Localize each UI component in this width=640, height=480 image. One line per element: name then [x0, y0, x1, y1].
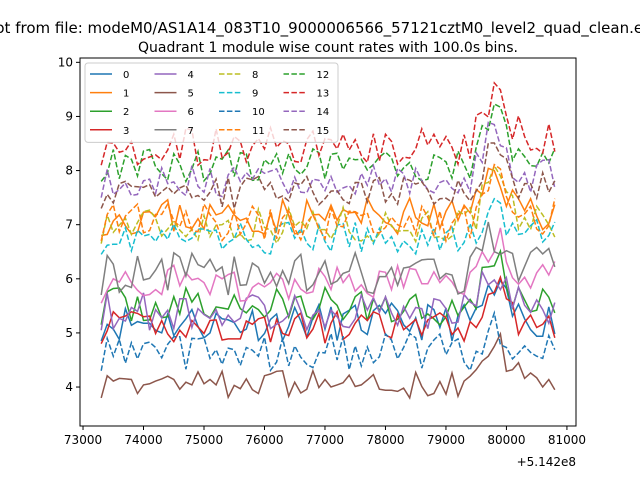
legend-label-7: 7 [188, 126, 194, 137]
series-line-10 [100, 309, 556, 373]
y-tick-label: 7 [65, 218, 73, 232]
series-line-3 [100, 274, 556, 345]
y-tick-label: 4 [65, 380, 73, 394]
legend-label-2: 2 [123, 107, 129, 118]
legend-label-15: 15 [317, 126, 330, 137]
x-offset-label: +5.142e8 [517, 455, 576, 469]
x-tick-label: 77000 [306, 433, 344, 447]
series-line-5 [100, 331, 556, 400]
y-tick-label: 8 [65, 164, 73, 178]
legend-label-6: 6 [188, 107, 194, 118]
x-tick-label: 79000 [427, 433, 465, 447]
y-tick-label: 5 [65, 326, 73, 340]
x-tick-label: 73000 [64, 433, 102, 447]
legend-box [84, 62, 339, 143]
series-line-15 [100, 142, 556, 209]
legend-label-0: 0 [123, 70, 129, 81]
series-line-7 [100, 221, 556, 296]
y-tick-label: 10 [58, 55, 73, 69]
x-tick-label: 76000 [245, 433, 283, 447]
y-tick-label: 9 [65, 109, 73, 123]
x-tick-label: 78000 [366, 433, 404, 447]
series-line-12 [100, 102, 556, 184]
x-tick-label: 81000 [548, 433, 586, 447]
legend-label-10: 10 [252, 107, 265, 118]
legend-label-1: 1 [123, 89, 129, 100]
series-line-4 [100, 269, 556, 332]
series-line-1 [101, 167, 556, 237]
series-line-14 [100, 121, 556, 198]
legend-label-4: 4 [188, 70, 194, 81]
series-line-11 [100, 163, 556, 244]
legend-label-3: 3 [123, 126, 129, 137]
x-tick-label: 75000 [185, 433, 223, 447]
legend-label-11: 11 [252, 126, 265, 137]
legend-label-5: 5 [188, 89, 194, 100]
y-axis: 4 5 6 7 8 9 10 [58, 55, 80, 394]
x-tick-label: 74000 [124, 433, 162, 447]
legend-label-14: 14 [317, 107, 330, 118]
series-line-9 [100, 197, 556, 256]
series-line-6 [100, 227, 556, 304]
legend-label-13: 13 [317, 89, 330, 100]
x-axis: 73000 74000 75000 76000 77000 78000 79000 80000… [64, 426, 586, 447]
axes-frame [79, 57, 577, 427]
suptitle: Plot from file: modeM0/AS1A14_083T10_900… [0, 19, 640, 38]
x-tick-label: 80000 [487, 433, 525, 447]
legend-label-12: 12 [317, 70, 330, 81]
legend-label-9: 9 [252, 89, 258, 100]
legend-label-8: 8 [252, 70, 258, 81]
plot-area [100, 81, 556, 400]
chart-title: Quadrant 1 module wise count rates with … [138, 40, 518, 56]
y-tick-label: 6 [65, 272, 73, 286]
series-line-8 [100, 163, 556, 245]
